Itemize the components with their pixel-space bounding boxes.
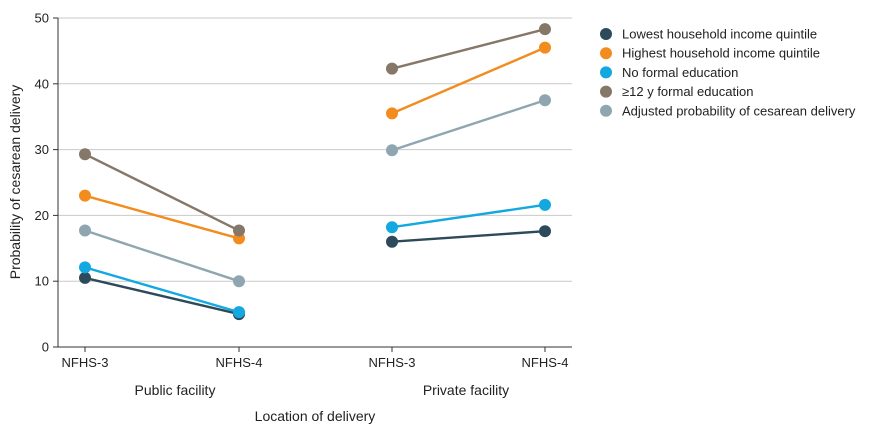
legend-label: Highest household income quintile <box>622 46 820 61</box>
legend-marker <box>600 28 612 40</box>
y-tick-label: 10 <box>35 274 49 289</box>
data-point-adjusted-probability-of-cesarean-delivery <box>233 275 245 288</box>
legend-marker <box>600 85 612 98</box>
data-point-12-y-formal-education <box>233 224 245 237</box>
series-line-lowest-household-income-quintile-public <box>84 276 240 316</box>
legend-label: Adjusted probability of cesarean deliver… <box>622 103 856 118</box>
series-line-adjusted-probability-of-cesarean-delivery-private <box>391 99 546 152</box>
y-ticks: 0 10 20 30 40 50 <box>35 11 58 355</box>
series-line-no-formal-education-public <box>84 266 240 314</box>
data-point-lowest-household-income-quintile <box>386 235 398 248</box>
y-tick-label: 30 <box>35 142 49 157</box>
y-tick-label: 50 <box>35 11 49 26</box>
series-line-adjusted-probability-of-cesarean-delivery-public <box>84 229 240 283</box>
series-line-12-y-formal-education-public <box>84 153 240 232</box>
group-label-private: Private facility <box>423 382 509 398</box>
series-line-12-y-formal-education-private <box>391 28 546 70</box>
data-point-highest-household-income-quintile <box>79 189 91 202</box>
x-axis-title: Location of delivery <box>255 408 376 424</box>
y-tick-label: 20 <box>35 208 49 223</box>
series-line-highest-household-income-quintile-public <box>84 194 240 240</box>
data-point-12-y-formal-education <box>386 62 398 75</box>
data-point-12-y-formal-education <box>539 23 551 36</box>
series-line-no-formal-education-private <box>391 203 546 229</box>
series-line-lowest-household-income-quintile-private <box>391 229 546 243</box>
x-ticks: NFHS-3 NFHS-4 NFHS-3 NFHS-4 <box>62 347 569 370</box>
data-point-no-formal-education <box>539 198 551 211</box>
series-layer <box>79 23 551 321</box>
data-point-lowest-household-income-quintile <box>79 271 91 284</box>
legend-label: ≥12 y formal education <box>622 84 753 99</box>
x-tick-label: NFHS-3 <box>62 355 109 370</box>
data-point-no-formal-education <box>233 306 245 319</box>
legend-label: Lowest household income quintile <box>622 27 817 42</box>
legend: Lowest household income quintile Highest … <box>600 27 856 118</box>
data-point-no-formal-education <box>79 261 91 274</box>
y-axis-title: Probability of cesarean delivery <box>7 85 23 280</box>
data-point-12-y-formal-education <box>79 148 91 161</box>
gridlines <box>58 17 572 282</box>
x-tick-label: NFHS-3 <box>369 355 416 370</box>
data-point-no-formal-education <box>386 221 398 234</box>
legend-marker <box>600 104 612 117</box>
x-tick-label: NFHS-4 <box>522 355 569 370</box>
data-point-highest-household-income-quintile <box>386 107 398 120</box>
series-line-highest-household-income-quintile-private <box>391 46 546 115</box>
data-point-lowest-household-income-quintile <box>539 225 551 238</box>
legend-marker <box>600 47 612 60</box>
legend-marker <box>600 66 612 79</box>
x-tick-label: NFHS-4 <box>216 355 263 370</box>
y-tick-label: 0 <box>42 340 49 355</box>
group-label-public: Public facility <box>135 382 216 398</box>
data-point-adjusted-probability-of-cesarean-delivery <box>539 94 551 107</box>
legend-label: No formal education <box>622 65 738 80</box>
axes <box>57 18 572 348</box>
data-point-highest-household-income-quintile <box>539 41 551 54</box>
data-point-adjusted-probability-of-cesarean-delivery <box>79 224 91 237</box>
y-tick-label: 40 <box>35 76 49 91</box>
data-point-adjusted-probability-of-cesarean-delivery <box>386 144 398 157</box>
